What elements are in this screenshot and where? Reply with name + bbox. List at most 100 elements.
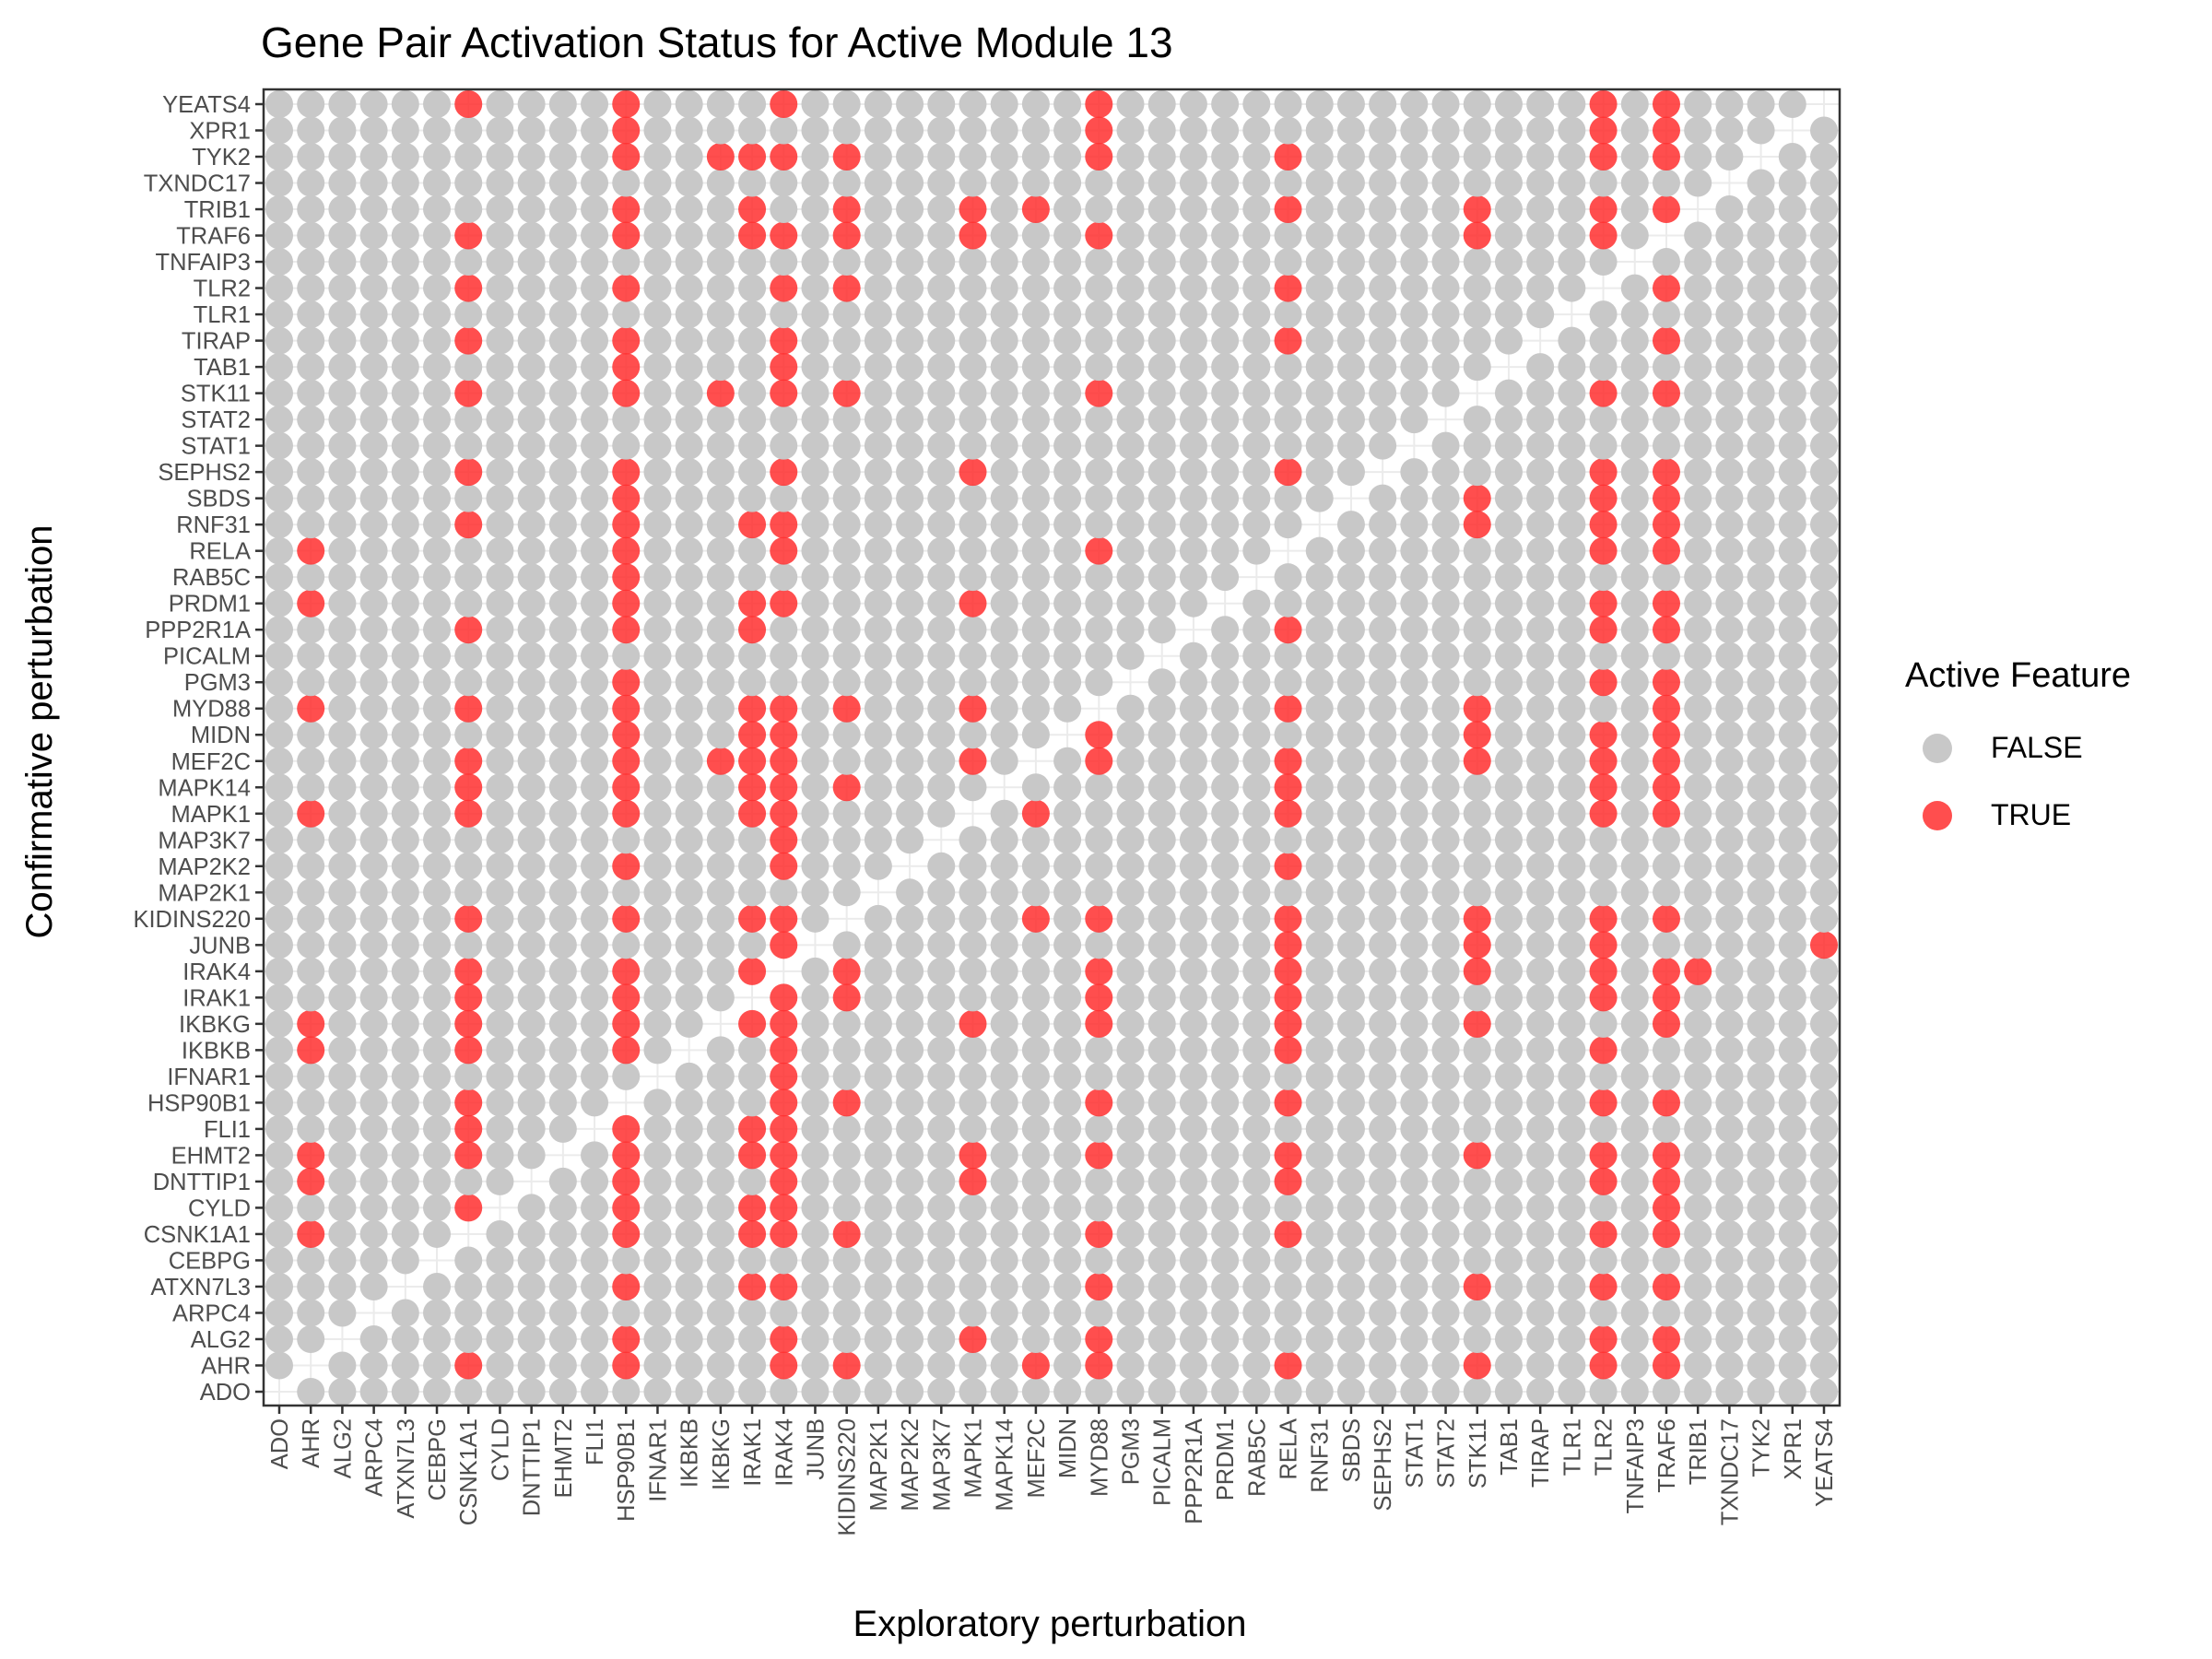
point-false (486, 116, 514, 145)
point-false (1179, 169, 1207, 197)
point-false (1242, 1167, 1271, 1195)
point-true (832, 1219, 861, 1248)
point-false (1147, 1062, 1176, 1090)
point-false (927, 641, 956, 670)
point-false (297, 1324, 325, 1353)
point-false (359, 300, 388, 329)
point-false (738, 169, 767, 197)
point-false (1463, 1246, 1491, 1275)
point-false (1053, 904, 1082, 933)
point-false (1526, 852, 1555, 880)
point-false (864, 326, 892, 355)
x-tick-label: STAT1 (1402, 1418, 1428, 1488)
point-false (359, 116, 388, 145)
point-true (1652, 616, 1680, 644)
point-false (517, 1194, 546, 1222)
point-false (959, 1062, 987, 1090)
point-false (1778, 169, 1806, 197)
point-false (1810, 852, 1838, 880)
point-false (454, 353, 483, 382)
point-false (1274, 721, 1302, 749)
point-true (297, 1141, 325, 1170)
point-false (1179, 406, 1207, 434)
point-false (1810, 589, 1838, 618)
point-false (1747, 248, 1775, 276)
point-false (675, 641, 703, 670)
point-false (1053, 641, 1082, 670)
point-false (423, 799, 452, 828)
point-false (896, 195, 924, 224)
point-false (265, 641, 293, 670)
y-tick-label: MAPK14 (158, 775, 251, 801)
point-false (1147, 852, 1176, 880)
point-false (864, 511, 892, 539)
point-false (1053, 143, 1082, 171)
point-false (1116, 1036, 1145, 1065)
point-false (423, 511, 452, 539)
point-false (1810, 1351, 1838, 1380)
point-true (612, 1351, 641, 1380)
point-false (927, 616, 956, 644)
point-false (1463, 1167, 1491, 1195)
point-false (517, 1299, 546, 1327)
point-false (959, 353, 987, 382)
point-false (738, 1062, 767, 1090)
point-false (1526, 616, 1555, 644)
point-false (675, 1272, 703, 1300)
x-tick-label: IRAK4 (771, 1418, 797, 1487)
point-false (706, 1088, 735, 1117)
point-false (927, 536, 956, 565)
point-false (801, 852, 830, 880)
point-false (359, 957, 388, 985)
point-false (1463, 1088, 1491, 1117)
point-true (770, 143, 798, 171)
point-false (1747, 458, 1775, 487)
point-false (423, 326, 452, 355)
point-false (1620, 1272, 1649, 1300)
point-false (1211, 484, 1240, 512)
point-false (1652, 1299, 1680, 1327)
point-true (1589, 1167, 1618, 1195)
point-false (1116, 957, 1145, 985)
point-false (896, 1351, 924, 1380)
point-false (1715, 431, 1744, 460)
point-false (1684, 694, 1712, 723)
point-true (832, 957, 861, 985)
point-false (517, 1272, 546, 1300)
point-false (1369, 721, 1397, 749)
point-true (297, 1219, 325, 1248)
point-false (959, 773, 987, 802)
point-false (1116, 721, 1145, 749)
point-false (1778, 353, 1806, 382)
point-false (1652, 1378, 1680, 1406)
point-false (896, 931, 924, 959)
point-false (990, 904, 1018, 933)
point-true (1589, 90, 1618, 118)
point-false (1242, 616, 1271, 644)
y-tick-label: SEPHS2 (158, 460, 251, 486)
point-false (1778, 221, 1806, 250)
point-false (864, 957, 892, 985)
point-false (1778, 1167, 1806, 1195)
y-tick-label: XPR1 (189, 119, 251, 145)
point-false (517, 589, 546, 618)
point-true (1274, 1009, 1302, 1038)
point-false (1558, 1088, 1586, 1117)
point-false (328, 1246, 357, 1275)
point-false (581, 799, 609, 828)
point-false (927, 1246, 956, 1275)
point-false (517, 484, 546, 512)
point-false (1684, 379, 1712, 407)
point-false (1778, 1009, 1806, 1038)
point-true (1589, 1272, 1618, 1300)
point-false (1179, 326, 1207, 355)
point-false (359, 747, 388, 775)
point-false (1147, 721, 1176, 749)
point-false (990, 353, 1018, 382)
point-false (454, 1299, 483, 1327)
point-false (1526, 1114, 1555, 1143)
point-false (1242, 1036, 1271, 1065)
point-false (1715, 195, 1744, 224)
y-tick-label: STK11 (181, 382, 251, 407)
point-false (1116, 641, 1145, 670)
